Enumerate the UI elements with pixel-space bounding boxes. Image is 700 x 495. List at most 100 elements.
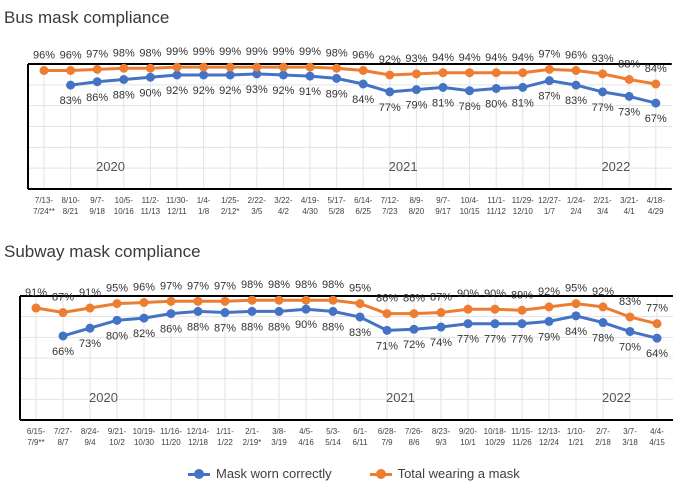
- point-correct: [463, 319, 473, 329]
- point-correct: [172, 70, 182, 80]
- x-tick-label: 11/16-: [160, 427, 182, 436]
- data-label-total: 91%: [25, 287, 47, 299]
- point-correct: [544, 316, 554, 326]
- data-label-correct: 73%: [79, 338, 101, 350]
- x-tick-label: 6/14-: [354, 196, 373, 205]
- x-tick-label: 4/4-: [650, 427, 664, 436]
- x-tick-label: 7/9: [381, 438, 393, 447]
- point-correct: [355, 312, 365, 322]
- x-tick-label: 10/19-: [133, 427, 156, 436]
- data-label-correct: 66%: [52, 346, 74, 358]
- x-tick-label: 4/15: [649, 438, 665, 447]
- data-label-total: 97%: [214, 280, 236, 292]
- data-label-correct: 86%: [86, 92, 108, 104]
- x-tick-label: 8/7: [57, 438, 69, 447]
- data-label-correct: 77%: [511, 334, 533, 346]
- data-label-correct: 79%: [405, 100, 427, 112]
- data-label-total: 98%: [113, 47, 135, 59]
- x-tick-label: 8/23-: [432, 427, 451, 436]
- point-total: [172, 62, 182, 72]
- data-label-total: 95%: [565, 283, 587, 295]
- data-label-total: 99%: [219, 46, 241, 58]
- data-label-total: 94%: [459, 52, 481, 64]
- x-tick-label: 11/13: [141, 207, 161, 216]
- data-label-correct: 82%: [133, 328, 155, 340]
- data-label-correct: 91%: [299, 86, 321, 98]
- year-label: 2021: [386, 390, 415, 405]
- x-tick-label: 1/24-: [567, 196, 586, 205]
- point-correct: [411, 85, 421, 95]
- x-tick-label: 2/1-: [245, 427, 259, 436]
- data-label-total: 98%: [268, 279, 290, 291]
- point-total: [571, 66, 581, 75]
- point-correct: [220, 308, 230, 318]
- x-tick-label: 11/26: [512, 438, 532, 447]
- data-label-total: 92%: [538, 286, 560, 298]
- point-total: [598, 69, 608, 79]
- x-tick-label: 7/26-: [405, 427, 424, 436]
- data-label-correct: 73%: [618, 106, 640, 118]
- x-tick-label: 4/16: [298, 438, 314, 447]
- x-tick-label: 3/22-: [274, 196, 293, 205]
- x-tick-label: 7/23: [382, 207, 398, 216]
- point-correct: [247, 306, 257, 316]
- data-label-total: 98%: [322, 279, 344, 291]
- data-label-correct: 78%: [459, 101, 481, 113]
- point-total: [491, 68, 501, 78]
- x-tick-label: 3/7-: [623, 427, 637, 436]
- data-label-total: 96%: [352, 50, 374, 62]
- point-correct: [385, 87, 395, 97]
- x-tick-label: 3/21-: [620, 196, 639, 205]
- data-label-total: 97%: [86, 48, 108, 60]
- x-tick-label: 4/2: [278, 207, 290, 216]
- point-correct: [305, 71, 315, 81]
- x-tick-label: 5/3-: [326, 427, 340, 436]
- data-label-correct: 88%: [322, 321, 344, 333]
- x-tick-label: 2/18: [595, 438, 611, 447]
- x-tick-label: 11/1-: [487, 196, 505, 205]
- point-correct: [145, 72, 155, 82]
- point-correct: [193, 306, 203, 316]
- point-total: [652, 319, 662, 329]
- point-correct: [332, 73, 342, 83]
- point-total: [544, 302, 554, 312]
- x-tick-label: 1/4-: [197, 196, 211, 205]
- x-tick-label: 12/27-: [538, 196, 561, 205]
- data-label-total: 96%: [60, 50, 82, 62]
- legend: Mask worn correctly Total wearing a mask: [188, 466, 558, 481]
- x-tick-label: 9/20-: [459, 427, 478, 436]
- x-tick-label: 8/10-: [61, 196, 80, 205]
- point-total: [85, 303, 95, 313]
- data-label-total: 99%: [246, 46, 268, 58]
- x-tick-label: 4/18-: [647, 196, 666, 205]
- point-correct: [598, 318, 608, 328]
- x-tick-label: 6/1-: [353, 427, 367, 436]
- x-tick-label: 7/24**: [33, 207, 55, 216]
- x-tick-label: 11/20: [161, 438, 181, 447]
- data-label-correct: 74%: [430, 337, 452, 349]
- series-line-total: [35, 298, 658, 326]
- x-tick-label: 5/28: [329, 207, 345, 216]
- point-total: [571, 299, 581, 309]
- point-total: [252, 62, 262, 72]
- x-tick-label: 8/9-: [410, 196, 424, 205]
- data-label-correct: 89%: [326, 88, 348, 100]
- data-label-total: 97%: [538, 48, 560, 60]
- point-total: [465, 68, 475, 78]
- point-total: [355, 299, 365, 309]
- legend-swatch-total: [369, 468, 392, 479]
- data-label-total: 90%: [484, 288, 506, 300]
- bus-chart-title: Bus mask compliance: [4, 8, 170, 27]
- point-total: [385, 70, 395, 80]
- data-label-total: 99%: [193, 46, 215, 58]
- x-tick-label: 11/12: [486, 207, 506, 216]
- year-label: 2020: [89, 390, 118, 405]
- point-correct: [490, 319, 500, 329]
- data-label-total: 93%: [405, 53, 427, 65]
- x-tick-label: 4/30: [302, 207, 318, 216]
- point-total: [31, 303, 41, 313]
- x-tick-label: 3/19: [271, 438, 287, 447]
- x-tick-label: 10/16: [114, 207, 135, 216]
- point-total: [651, 79, 661, 89]
- data-label-correct: 87%: [214, 323, 236, 335]
